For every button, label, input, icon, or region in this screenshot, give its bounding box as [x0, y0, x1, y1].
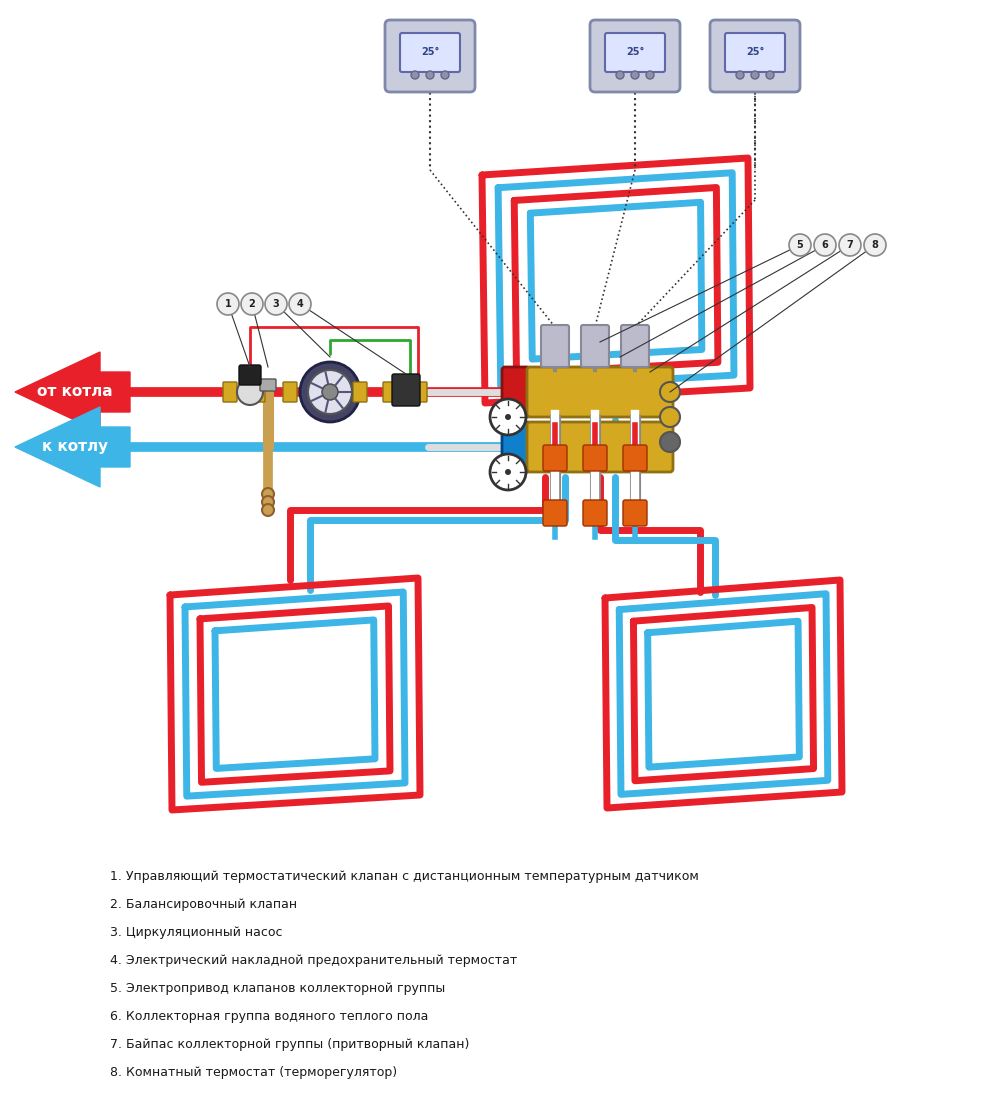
Polygon shape: [15, 352, 130, 432]
Text: от котла: от котла: [37, 385, 113, 399]
Text: 3: 3: [273, 299, 279, 309]
Text: к котлу: к котлу: [42, 440, 108, 454]
Circle shape: [839, 234, 861, 256]
Circle shape: [426, 72, 434, 79]
FancyBboxPatch shape: [413, 382, 427, 402]
Circle shape: [490, 399, 526, 435]
FancyBboxPatch shape: [581, 324, 609, 367]
Text: 1. Управляющий термостатический клапан с дистанционным температурным датчиком: 1. Управляющий термостатический клапан с…: [110, 870, 699, 883]
Text: 2. Балансировочный клапан: 2. Балансировочный клапан: [110, 898, 297, 911]
Circle shape: [864, 234, 886, 256]
Circle shape: [262, 504, 274, 516]
FancyBboxPatch shape: [239, 365, 261, 385]
Text: 25°: 25°: [626, 47, 644, 57]
Text: 7. Байпас коллекторной группы (притворный клапан): 7. Байпас коллекторной группы (притворны…: [110, 1038, 469, 1050]
Circle shape: [631, 72, 639, 79]
Text: 8: 8: [872, 240, 878, 250]
Text: 5: 5: [797, 240, 803, 250]
Circle shape: [441, 72, 449, 79]
Circle shape: [322, 384, 338, 400]
Text: 3. Циркуляционный насос: 3. Циркуляционный насос: [110, 926, 283, 939]
FancyBboxPatch shape: [710, 20, 800, 92]
Text: 25°: 25°: [421, 47, 439, 57]
FancyBboxPatch shape: [283, 382, 297, 402]
FancyBboxPatch shape: [383, 382, 397, 402]
Polygon shape: [15, 407, 130, 487]
FancyBboxPatch shape: [623, 446, 647, 471]
Circle shape: [766, 72, 774, 79]
Text: 6: 6: [822, 240, 828, 250]
Circle shape: [505, 469, 511, 475]
Circle shape: [300, 362, 360, 422]
Text: 2: 2: [249, 299, 255, 309]
Text: 4: 4: [297, 299, 303, 309]
FancyBboxPatch shape: [251, 382, 265, 402]
FancyBboxPatch shape: [260, 379, 276, 390]
Circle shape: [490, 454, 526, 490]
FancyBboxPatch shape: [223, 382, 237, 402]
Text: 6. Коллекторная группа водяного теплого пола: 6. Коллекторная группа водяного теплого …: [110, 1010, 428, 1023]
FancyBboxPatch shape: [392, 374, 420, 406]
Text: 8. Комнатный термостат (терморегулятор): 8. Комнатный термостат (терморегулятор): [110, 1066, 397, 1079]
Circle shape: [262, 488, 274, 501]
FancyBboxPatch shape: [502, 422, 530, 472]
Circle shape: [660, 407, 680, 427]
Circle shape: [646, 72, 654, 79]
Circle shape: [262, 496, 274, 508]
FancyBboxPatch shape: [583, 446, 607, 471]
FancyBboxPatch shape: [725, 33, 785, 72]
Circle shape: [217, 293, 239, 315]
Circle shape: [736, 72, 744, 79]
Text: 1: 1: [225, 299, 231, 309]
FancyBboxPatch shape: [605, 33, 665, 72]
FancyBboxPatch shape: [527, 367, 673, 417]
Circle shape: [814, 234, 836, 256]
Circle shape: [289, 293, 311, 315]
FancyBboxPatch shape: [621, 324, 649, 367]
FancyBboxPatch shape: [543, 446, 567, 471]
Circle shape: [751, 72, 759, 79]
Text: 7: 7: [847, 240, 853, 250]
FancyBboxPatch shape: [502, 367, 530, 417]
Circle shape: [241, 293, 263, 315]
Circle shape: [789, 234, 811, 256]
Circle shape: [505, 414, 511, 420]
FancyBboxPatch shape: [385, 20, 475, 92]
Text: 4. Электрический накладной предохранительный термостат: 4. Электрический накладной предохранител…: [110, 954, 517, 967]
Text: 5. Электропривод клапанов коллекторной группы: 5. Электропривод клапанов коллекторной г…: [110, 982, 445, 996]
Circle shape: [265, 293, 287, 315]
FancyBboxPatch shape: [400, 33, 460, 72]
Circle shape: [660, 382, 680, 402]
FancyBboxPatch shape: [527, 422, 673, 472]
Circle shape: [411, 72, 419, 79]
FancyBboxPatch shape: [543, 500, 567, 526]
Text: 25°: 25°: [746, 47, 764, 57]
FancyBboxPatch shape: [541, 324, 569, 367]
Circle shape: [616, 72, 624, 79]
Circle shape: [237, 379, 263, 405]
Circle shape: [308, 370, 352, 414]
FancyBboxPatch shape: [623, 500, 647, 526]
FancyBboxPatch shape: [353, 382, 367, 402]
FancyBboxPatch shape: [583, 500, 607, 526]
FancyBboxPatch shape: [590, 20, 680, 92]
Circle shape: [660, 432, 680, 452]
